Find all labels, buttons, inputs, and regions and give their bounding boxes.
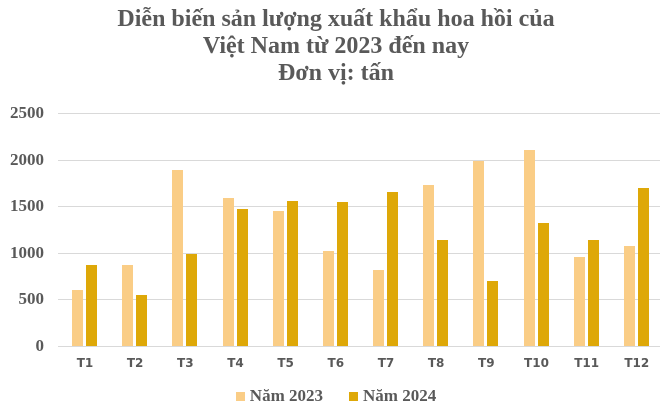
x-tick-label: T11 xyxy=(574,356,600,370)
bar-T5-Năm-2023 xyxy=(272,210,284,346)
bar-T11-Năm-2023 xyxy=(573,256,585,346)
chart-title: Diễn biến sản lượng xuất khẩu hoa hồi củ… xyxy=(0,6,672,87)
bar-T10-Năm-2024 xyxy=(537,222,549,346)
x-tick-label: T1 xyxy=(76,356,94,370)
legend-item-2024: Năm 2024 xyxy=(349,386,436,406)
chart-title-line-1: Diễn biến sản lượng xuất khẩu hoa hồi củ… xyxy=(117,6,555,32)
legend-item-2023: Năm 2023 xyxy=(235,386,323,406)
bar-T12-Năm-2023 xyxy=(623,245,635,346)
gridline-500 xyxy=(58,299,660,301)
bar-T1-Năm-2023 xyxy=(72,290,83,346)
y-tick-label: 2000 xyxy=(10,149,44,169)
gridline-2500 xyxy=(58,113,660,114)
chart-title-line-3: Đơn vị: tấn xyxy=(278,60,394,86)
bar-T7-Năm-2024 xyxy=(387,192,398,346)
gridline-1500 xyxy=(58,206,660,208)
bar-T9-Năm-2023 xyxy=(473,161,485,346)
chart-title-line-2: Việt Nam từ 2023 đến nay xyxy=(202,33,470,59)
legend-label-2024: Năm 2024 xyxy=(363,386,437,405)
bar-T11-Năm-2024 xyxy=(587,239,599,346)
bar-T2-Năm-2024 xyxy=(136,294,148,346)
gridline-2000 xyxy=(58,159,660,161)
gridline-0 xyxy=(58,346,660,347)
bar-T10-Năm-2023 xyxy=(523,150,535,346)
x-tick-label: T3 xyxy=(177,356,194,370)
bar-T4-Năm-2023 xyxy=(222,197,234,346)
bar-T8-Năm-2024 xyxy=(437,239,449,346)
bar-T9-Năm-2024 xyxy=(487,280,499,346)
y-tick-label: 1500 xyxy=(10,196,44,216)
x-tick-label: T7 xyxy=(377,356,395,370)
bar-T8-Năm-2023 xyxy=(423,184,435,346)
x-tick-label: T5 xyxy=(277,356,294,370)
legend: Năm 2023 Năm 2024 xyxy=(0,386,672,406)
y-tick-label: 1000 xyxy=(10,242,44,262)
x-tick-label: T8 xyxy=(427,356,445,370)
legend-swatch-2024 xyxy=(349,391,358,401)
x-tick-label: T2 xyxy=(126,356,144,370)
bar-T4-Năm-2024 xyxy=(236,209,248,346)
bar-T6-Năm-2024 xyxy=(336,202,348,346)
legend-swatch-2023 xyxy=(235,391,245,401)
legend-label-2023: Năm 2023 xyxy=(249,386,323,405)
gridline-1000 xyxy=(58,252,660,254)
x-tick-label: T12 xyxy=(624,356,650,370)
bar-T5-Năm-2024 xyxy=(286,200,298,346)
y-tick-label: 0 xyxy=(35,336,45,355)
x-tick-label: T4 xyxy=(227,356,244,370)
x-tick-label: T10 xyxy=(524,356,549,370)
bar-T3-Năm-2024 xyxy=(186,253,198,346)
plot-area xyxy=(58,113,660,347)
y-tick-label: 500 xyxy=(18,289,45,309)
bar-T6-Năm-2023 xyxy=(322,250,334,346)
y-tick-label: 2500 xyxy=(10,103,44,122)
x-tick-label: T6 xyxy=(327,356,345,370)
x-tick-label: T9 xyxy=(478,356,495,370)
bar-T1-Năm-2024 xyxy=(86,264,97,346)
bar-T12-Năm-2024 xyxy=(637,187,649,346)
bar-T2-Năm-2023 xyxy=(122,264,134,346)
bar-T3-Năm-2023 xyxy=(172,169,184,346)
bar-T7-Năm-2023 xyxy=(373,269,384,346)
